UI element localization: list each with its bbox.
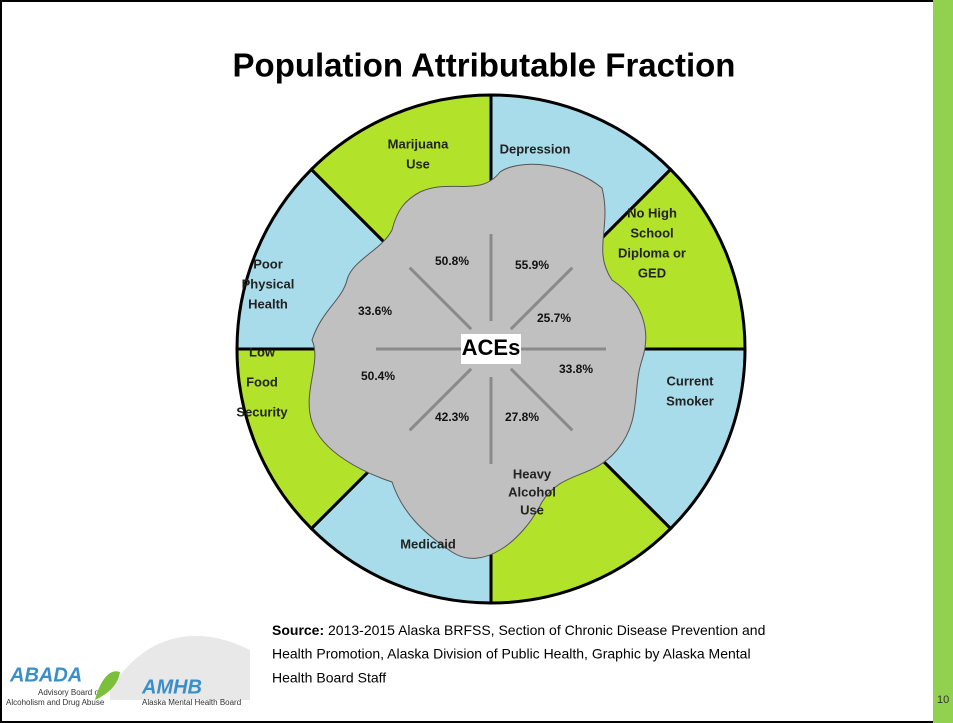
sector-label: No High bbox=[627, 205, 677, 220]
sector-label: Use bbox=[406, 156, 430, 171]
sector-label: Low bbox=[249, 344, 276, 359]
logo-figure bbox=[95, 671, 120, 700]
source-text: 2013-2015 Alaska BRFSS, Section of Chron… bbox=[324, 622, 765, 638]
sector-percent: 33.6% bbox=[358, 304, 392, 318]
spoke bbox=[509, 266, 574, 331]
spoke bbox=[408, 367, 473, 432]
abada-sub: Advisory Board on bbox=[38, 688, 103, 697]
source-head: Source: bbox=[272, 622, 324, 638]
side-bar bbox=[933, 0, 953, 723]
sector-label: Health bbox=[248, 296, 288, 311]
spoke bbox=[408, 266, 473, 331]
spoke bbox=[509, 367, 574, 432]
sector-percent: 50.8% bbox=[435, 254, 469, 268]
sector-percent: 25.7% bbox=[537, 311, 571, 325]
sector-label: Heavy bbox=[513, 466, 552, 481]
source-text: Health Promotion, Alaska Division of Pub… bbox=[272, 646, 751, 662]
amhb-sub: Alaska Mental Health Board bbox=[142, 698, 241, 707]
sector-percent: 27.8% bbox=[505, 410, 539, 424]
sector-percent: 55.9% bbox=[515, 258, 549, 272]
sector-label: Current bbox=[667, 373, 715, 388]
sector-label: Depression bbox=[500, 141, 571, 156]
sector-label: GED bbox=[638, 265, 666, 280]
sector-label: School bbox=[630, 225, 673, 240]
wheel: Depression 55.9% No High School Diploma or GE… bbox=[235, 93, 747, 605]
sector-percent: 50.4% bbox=[361, 369, 395, 383]
sector-label: Security bbox=[236, 404, 288, 419]
sector-percent: 42.3% bbox=[435, 410, 469, 424]
sector-label: Smoker bbox=[666, 393, 714, 408]
sector-label: Marijuana bbox=[388, 136, 449, 151]
sector-label: Alcohol bbox=[508, 484, 556, 499]
source-line: Source: 2013-2015 Alaska BRFSS, Section … bbox=[272, 622, 765, 638]
footer: Source: 2013-2015 Alaska BRFSS, Section … bbox=[6, 622, 949, 707]
center-box bbox=[461, 334, 521, 364]
title: Population Attributable Fraction bbox=[233, 47, 736, 84]
sector-label: Poor bbox=[253, 256, 283, 271]
page-number: 10 bbox=[937, 694, 949, 706]
sector-label: Diploma or bbox=[618, 245, 686, 260]
sector-label: Medicaid bbox=[400, 536, 456, 551]
abada-logo: ABADA bbox=[9, 664, 82, 686]
sector-label: Physical bbox=[242, 276, 295, 291]
logo-mountain bbox=[110, 635, 250, 700]
sector-percent: 33.8% bbox=[559, 362, 593, 376]
abada-sub: Alcoholism and Drug Abuse bbox=[6, 698, 105, 707]
center-label: ACEs bbox=[462, 335, 521, 360]
sector-label: Food bbox=[246, 374, 278, 389]
amhb-logo: AMHB bbox=[141, 676, 202, 698]
source-text: Health Board Staff bbox=[272, 670, 386, 686]
sector-label: Use bbox=[520, 502, 544, 517]
